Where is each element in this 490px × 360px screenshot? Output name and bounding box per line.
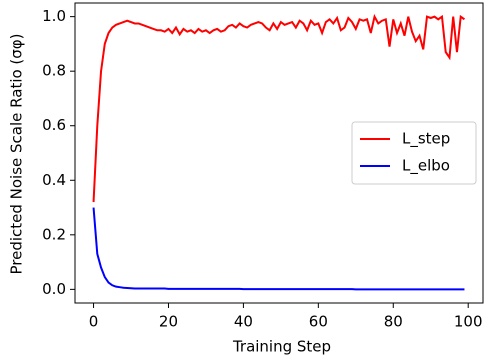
x-tick-label: 40 — [234, 313, 253, 331]
line-series — [92, 207, 465, 291]
y-tick-label: 0.4 — [42, 171, 66, 189]
legend-label: L_step — [402, 130, 450, 149]
x-tick-label: 100 — [454, 313, 483, 331]
y-tick-label: 1.0 — [42, 7, 66, 25]
legend-label: L_elbo — [402, 157, 450, 176]
y-tick-label: 0.2 — [42, 225, 66, 243]
x-tick-label: 20 — [159, 313, 178, 331]
legend-box — [351, 121, 477, 185]
y-axis-label: Predicted Noise Scale Ratio (σφ) — [8, 33, 26, 274]
x-axis-label: Training Step — [232, 338, 331, 356]
y-tick-label: 0.6 — [42, 116, 66, 134]
x-tick-label: 60 — [309, 313, 328, 331]
line-series — [92, 13, 466, 203]
y-tick-label: 0.8 — [42, 62, 66, 80]
x-tick-label: 80 — [384, 313, 403, 331]
x-tick-label: 0 — [89, 313, 99, 331]
plot-frame — [74, 2, 484, 304]
y-tick-label: 0.0 — [42, 280, 66, 298]
